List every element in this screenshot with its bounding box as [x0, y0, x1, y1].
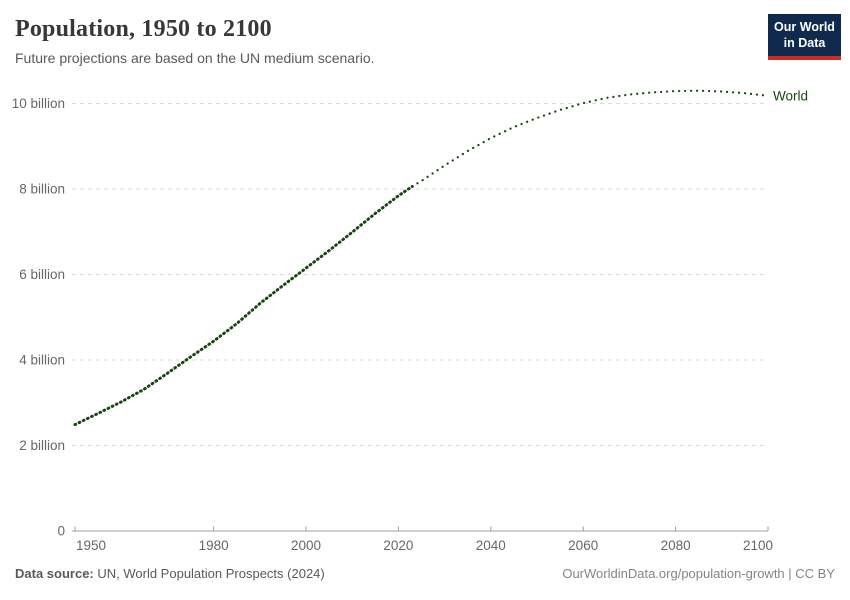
data-source-value: UN, World Population Prospects (2024) — [93, 566, 325, 581]
series-line-projection[interactable] — [411, 89, 770, 188]
y-axis-tick-label: 8 billion — [19, 182, 65, 197]
owid-logo-line2: in Data — [783, 36, 826, 51]
x-axis-tick-label: 2080 — [661, 538, 691, 553]
y-axis-tick-label: 4 billion — [19, 353, 65, 368]
x-axis-tick-label: 1980 — [199, 538, 229, 553]
data-source-label: Data source: — [15, 566, 94, 581]
data-source: Data source: UN, World Population Prospe… — [15, 566, 325, 581]
owid-logo-line1: Our World — [774, 20, 835, 34]
x-axis-tick-label: 2100 — [743, 538, 773, 553]
chart-footer: Data source: UN, World Population Prospe… — [15, 566, 835, 581]
footer-link[interactable]: OurWorldinData.org/population-growth | C… — [562, 566, 835, 581]
x-axis-tick-label: 2040 — [476, 538, 506, 553]
y-axis-tick-label: 10 billion — [12, 96, 65, 111]
x-axis-tick-label: 1950 — [76, 538, 106, 553]
x-axis-tick-label: 2020 — [383, 538, 413, 553]
y-axis-tick-label: 2 billion — [19, 438, 65, 453]
y-axis-tick-label: 0 — [57, 524, 65, 539]
chart-header: Population, 1950 to 2100 Future projecti… — [15, 16, 375, 66]
y-axis-tick-label: 6 billion — [19, 267, 65, 282]
owid-logo[interactable]: Our World in Data — [768, 14, 841, 60]
series-label[interactable]: World — [773, 88, 808, 103]
x-axis-tick-label: 2060 — [568, 538, 598, 553]
page-subtitle: Future projections are based on the UN m… — [15, 50, 375, 67]
series-line-historical[interactable] — [73, 184, 414, 427]
page-title: Population, 1950 to 2100 — [15, 16, 272, 42]
x-axis-tick-label: 2000 — [291, 538, 321, 553]
